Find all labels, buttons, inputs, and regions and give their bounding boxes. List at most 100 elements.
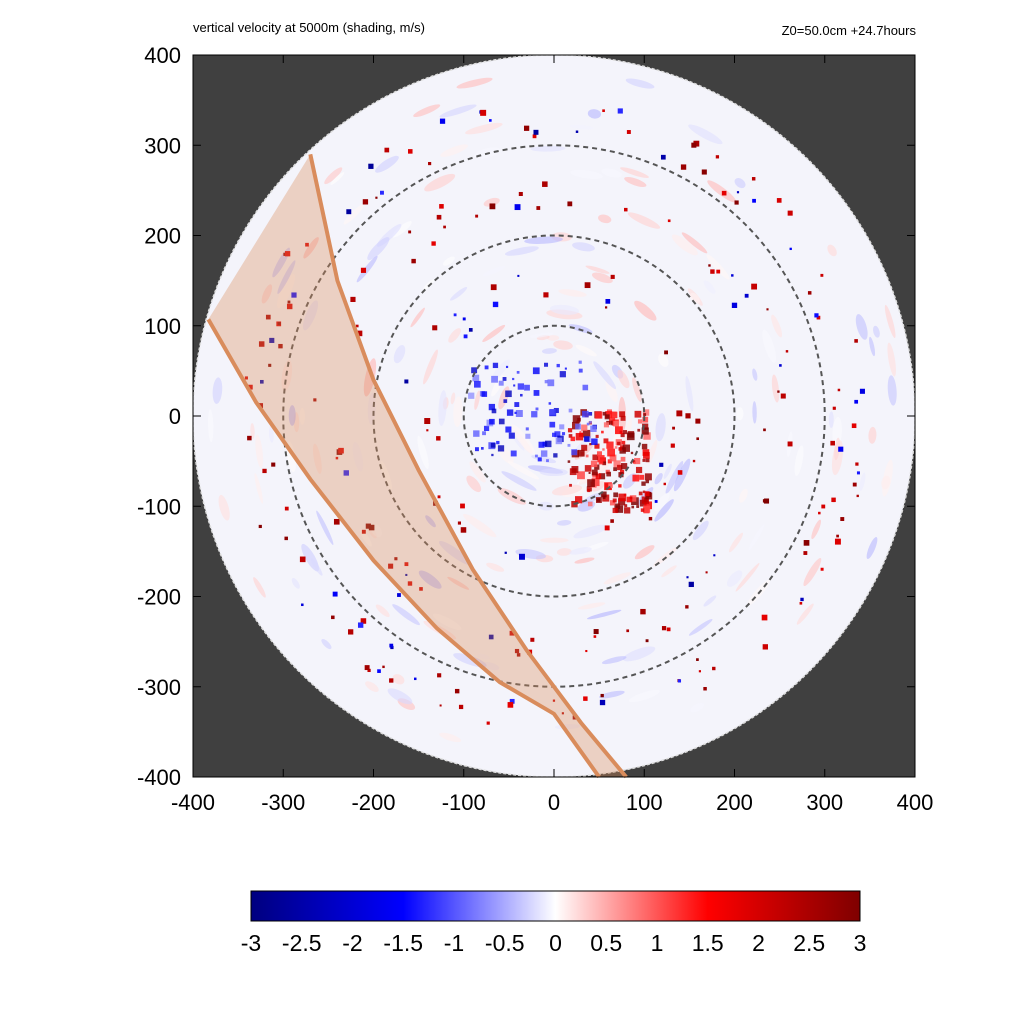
field-cell (620, 456, 626, 462)
field-cell (606, 441, 614, 449)
field-cell (503, 399, 508, 403)
field-band (483, 197, 500, 207)
field-band (463, 513, 497, 538)
field-band (491, 374, 504, 397)
field-cell (536, 206, 541, 210)
field-cell (630, 451, 634, 455)
field-cell (514, 648, 520, 654)
field-band (673, 458, 691, 492)
field-cell (617, 441, 621, 446)
field-cell (368, 524, 375, 531)
field-cell (620, 415, 626, 421)
field-cell (258, 524, 262, 529)
field-cell (428, 161, 432, 166)
field-band (572, 242, 595, 252)
axes: -400 -300 -200 -100 0 100 200 300 400 400 300 200 10… (137, 43, 933, 815)
field-cell (468, 392, 475, 399)
field-cell (604, 525, 610, 531)
field-band (417, 435, 429, 470)
field-cell (283, 252, 287, 256)
field-cell (597, 455, 605, 463)
field-band (556, 520, 572, 526)
field-band (540, 537, 569, 543)
field-cell (357, 622, 364, 628)
field-band (811, 519, 821, 540)
field-cell (831, 497, 836, 503)
x-tick-label: -200 (351, 790, 395, 815)
field-cell (570, 436, 576, 442)
field-band (439, 104, 477, 118)
field-cell (648, 516, 653, 521)
field-cell (626, 130, 631, 134)
field-cell (587, 501, 593, 507)
field-cell (431, 241, 436, 246)
field-band (365, 681, 379, 692)
field-cell (618, 472, 624, 478)
field-cell (664, 350, 669, 355)
field-cell (474, 380, 481, 388)
field-cell (618, 493, 627, 502)
field-cell (752, 198, 756, 203)
field-cell (593, 635, 597, 638)
field-cell (626, 629, 630, 633)
field-cell (571, 466, 579, 473)
field-cell (852, 482, 857, 487)
field-cell (680, 164, 687, 170)
field-cell (779, 364, 782, 367)
field-cell (763, 498, 770, 504)
colorbar: -3 -2.5 -2 -1.5 -1 -0.5 0 0.5 1 1.5 2 2.5 3 (241, 890, 866, 956)
field-cell (364, 665, 370, 671)
field-band (866, 537, 878, 559)
field-cell (474, 447, 479, 452)
field-cell (439, 704, 442, 707)
field-cell (615, 426, 623, 435)
field-band (868, 426, 877, 444)
field-cell (559, 424, 565, 430)
field-cell (462, 317, 466, 321)
field-cell (268, 363, 272, 367)
field-cell (533, 129, 539, 135)
field-cell (622, 444, 630, 452)
field-cell (584, 465, 592, 472)
field-band (299, 407, 306, 425)
field-cell (610, 274, 615, 279)
field-cell (667, 219, 671, 223)
field-cell (600, 491, 607, 498)
field-cell (497, 445, 505, 452)
field-cell (705, 571, 708, 574)
field-band (303, 300, 319, 331)
field-cell (594, 443, 600, 449)
field-cell (591, 469, 598, 476)
field-cell (613, 420, 620, 427)
swath-left-edge (206, 318, 601, 779)
field-cell (490, 442, 496, 448)
field-cell (626, 496, 633, 503)
field-band (628, 689, 661, 703)
field-band (605, 379, 618, 403)
field-cell (659, 462, 664, 467)
field-cell (460, 527, 467, 533)
field-band (728, 532, 744, 553)
field-cell (645, 458, 650, 463)
field-cell (762, 644, 768, 650)
field-cell (481, 391, 488, 397)
field-cell (483, 425, 490, 432)
field-cell (260, 379, 264, 384)
field-cell (618, 447, 623, 451)
field-cell (592, 454, 599, 461)
field-cell (484, 365, 489, 370)
x-tick-label: -300 (261, 790, 305, 815)
field-band (803, 558, 822, 587)
field-band (887, 342, 896, 377)
field-band (486, 562, 505, 572)
field-band (752, 368, 758, 381)
x-tick-label: 0 (548, 790, 560, 815)
field-cell (582, 410, 589, 418)
field-cell (761, 614, 768, 621)
colorbar-tick-label: -2.5 (282, 930, 322, 956)
field-band (654, 499, 674, 522)
field-band (688, 124, 723, 145)
field-cell (514, 204, 521, 211)
field-band (442, 256, 455, 266)
field-cell (696, 437, 700, 441)
